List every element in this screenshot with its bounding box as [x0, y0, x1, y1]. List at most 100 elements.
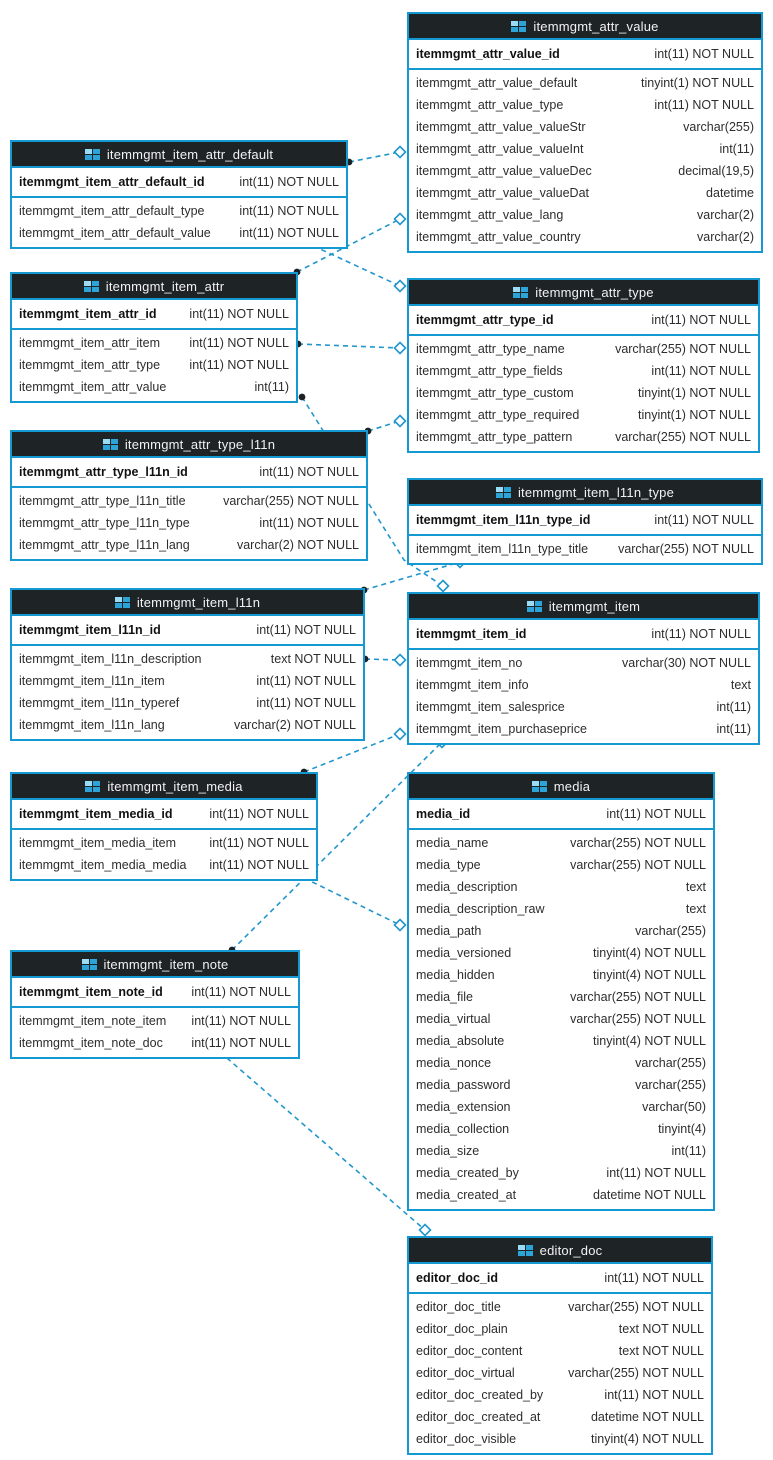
table-header[interactable]: itemmgmt_item_media [12, 774, 316, 800]
relationship-line[interactable] [367, 420, 401, 432]
relationship-line[interactable] [348, 151, 401, 163]
table-row[interactable]: media_extension varchar(50) [409, 1096, 713, 1118]
table-editor_doc[interactable]: editor_doc editor_doc_id int(11) NOT NULL e… [407, 1236, 713, 1455]
table-row[interactable]: itemmgmt_attr_value_lang varchar(2) [409, 204, 761, 226]
table-row[interactable]: itemmgmt_item_attr_value int(11) [12, 376, 296, 398]
table-pk-row[interactable]: itemmgmt_item_attr_default_id int(11) NOT… [12, 170, 346, 194]
table-row[interactable]: itemmgmt_item_note_item int(11) NOT NULL [12, 1010, 298, 1032]
table-row[interactable]: media_type varchar(255) NOT NULL [409, 854, 713, 876]
relationship-itemmgmt_attr_type_l11n-to-itemmgmt_attr_type[interactable] [364, 414, 407, 435]
relationship-itemmgmt_item_attr_default-to-itemmgmt_attr_value[interactable] [345, 145, 407, 166]
table-row[interactable]: editor_doc_plain text NOT NULL [409, 1318, 711, 1340]
table-row[interactable]: editor_doc_virtual varchar(255) NOT NULL [409, 1362, 711, 1384]
table-row[interactable]: editor_doc_created_by int(11) NOT NULL [409, 1384, 711, 1406]
table-row[interactable]: itemmgmt_item_l11n_item int(11) NOT NULL [12, 670, 363, 692]
table-row[interactable]: itemmgmt_attr_value_type int(11) NOT NULL [409, 94, 761, 116]
table-row[interactable]: media_collection tinyint(4) [409, 1118, 713, 1140]
table-row[interactable]: media_created_by int(11) NOT NULL [409, 1162, 713, 1184]
table-row[interactable]: media_size int(11) [409, 1140, 713, 1162]
table-row[interactable]: itemmgmt_item_media_media int(11) NOT NUL… [12, 854, 316, 876]
table-row[interactable]: itemmgmt_attr_type_l11n_lang varchar(2) N… [12, 534, 366, 556]
table-row[interactable]: itemmgmt_item_note_doc int(11) NOT NULL [12, 1032, 298, 1054]
table-itemmgmt_attr_value[interactable]: itemmgmt_attr_value itemmgmt_attr_value_i… [407, 12, 763, 253]
table-itemmgmt_attr_type[interactable]: itemmgmt_attr_type itemmgmt_attr_type_id i… [407, 278, 760, 453]
table-row[interactable]: itemmgmt_attr_type_fields int(11) NOT NUL… [409, 360, 758, 382]
table-pk-row[interactable]: itemmgmt_item_note_id int(11) NOT NULL [12, 980, 298, 1004]
table-row[interactable]: itemmgmt_attr_value_valueStr varchar(255) [409, 116, 761, 138]
table-header[interactable]: itemmgmt_attr_type_l11n [12, 432, 366, 458]
table-row[interactable]: itemmgmt_item_l11n_typeref int(11) NOT NU… [12, 692, 363, 714]
table-row[interactable]: itemmgmt_item_l11n_type_title varchar(255… [409, 538, 761, 560]
table-row[interactable]: itemmgmt_attr_type_l11n_title varchar(255… [12, 490, 366, 512]
table-row[interactable]: itemmgmt_attr_type_name varchar(255) NOT … [409, 338, 758, 360]
table-row[interactable]: itemmgmt_attr_type_l11n_type int(11) NOT … [12, 512, 366, 534]
table-pk-row[interactable]: editor_doc_id int(11) NOT NULL [409, 1266, 711, 1290]
table-row[interactable]: editor_doc_title varchar(255) NOT NULL [409, 1296, 711, 1318]
table-header[interactable]: itemmgmt_item_attr [12, 274, 296, 300]
table-pk-row[interactable]: itemmgmt_attr_type_id int(11) NOT NULL [409, 308, 758, 332]
table-row[interactable]: itemmgmt_item_purchaseprice int(11) [409, 718, 758, 740]
table-row[interactable]: media_versioned tinyint(4) NOT NULL [409, 942, 713, 964]
table-row[interactable]: media_hidden tinyint(4) NOT NULL [409, 964, 713, 986]
table-pk-row[interactable]: itemmgmt_item_id int(11) NOT NULL [409, 622, 758, 646]
table-itemmgmt_item_note[interactable]: itemmgmt_item_note itemmgmt_item_note_id i… [10, 950, 300, 1059]
table-itemmgmt_item_media[interactable]: itemmgmt_item_media itemmgmt_item_media_i… [10, 772, 318, 881]
table-row[interactable]: itemmgmt_attr_value_valueDec decimal(19,5… [409, 160, 761, 182]
table-itemmgmt_item_attr[interactable]: itemmgmt_item_attr itemmgmt_item_attr_id i… [10, 272, 298, 403]
table-pk-row[interactable]: itemmgmt_attr_value_id int(11) NOT NULL [409, 42, 761, 66]
table-row[interactable]: media_password varchar(255) [409, 1074, 713, 1096]
table-row[interactable]: editor_doc_content text NOT NULL [409, 1340, 711, 1362]
table-row[interactable]: media_virtual varchar(255) NOT NULL [409, 1008, 713, 1030]
relationship-itemmgmt_item_media-to-media[interactable] [292, 870, 407, 932]
table-row[interactable]: itemmgmt_attr_value_default tinyint(1) NO… [409, 72, 761, 94]
relationship-itemmgmt_item_attr-to-itemmgmt_attr_value[interactable] [293, 212, 407, 276]
table-media[interactable]: media media_id int(11) NOT NULL media_name v… [407, 772, 715, 1211]
table-row[interactable]: itemmgmt_attr_value_country varchar(2) [409, 226, 761, 248]
table-itemmgmt_attr_type_l11n[interactable]: itemmgmt_attr_type_l11n itemmgmt_attr_typ… [10, 430, 368, 561]
table-row[interactable]: media_description_raw text [409, 898, 713, 920]
table-row[interactable]: itemmgmt_item_salesprice int(11) [409, 696, 758, 718]
table-row[interactable]: editor_doc_created_at datetime NOT NULL [409, 1406, 711, 1428]
relationship-line[interactable] [363, 561, 461, 591]
table-row[interactable]: itemmgmt_item_attr_item int(11) NOT NULL [12, 332, 296, 354]
table-pk-row[interactable]: media_id int(11) NOT NULL [409, 802, 713, 826]
table-row[interactable]: itemmgmt_attr_value_valueDat datetime [409, 182, 761, 204]
table-row[interactable]: itemmgmt_item_attr_default_value int(11) … [12, 222, 346, 244]
table-row[interactable]: itemmgmt_item_info text [409, 674, 758, 696]
relationship-line[interactable] [295, 873, 401, 926]
table-header[interactable]: itemmgmt_item [409, 594, 758, 620]
table-row[interactable]: itemmgmt_item_attr_type int(11) NOT NULL [12, 354, 296, 376]
table-row[interactable]: media_name varchar(255) NOT NULL [409, 832, 713, 854]
table-row[interactable]: itemmgmt_item_l11n_description text NOT N… [12, 648, 363, 670]
relationship-line[interactable] [219, 1051, 426, 1231]
table-row[interactable]: media_file varchar(255) NOT NULL [409, 986, 713, 1008]
table-row[interactable]: itemmgmt_attr_value_valueInt int(11) [409, 138, 761, 160]
table-header[interactable]: editor_doc [409, 1238, 711, 1264]
table-header[interactable]: itemmgmt_item_l11n_type [409, 480, 761, 506]
table-row[interactable]: editor_doc_visible tinyint(4) NOT NULL [409, 1428, 711, 1450]
table-pk-row[interactable]: itemmgmt_attr_type_l11n_id int(11) NOT NU… [12, 460, 366, 484]
table-header[interactable]: itemmgmt_attr_value [409, 14, 761, 40]
table-pk-row[interactable]: itemmgmt_item_media_id int(11) NOT NULL [12, 802, 316, 826]
table-header[interactable]: media [409, 774, 713, 800]
table-header[interactable]: itemmgmt_attr_type [409, 280, 758, 306]
table-itemmgmt_item[interactable]: itemmgmt_item itemmgmt_item_id int(11) NOT… [407, 592, 760, 745]
relationship-itemmgmt_item_attr-to-itemmgmt_attr_type[interactable] [294, 340, 407, 355]
relationship-line[interactable] [297, 343, 401, 349]
table-row[interactable]: itemmgmt_attr_type_custom tinyint(1) NOT … [409, 382, 758, 404]
table-row[interactable]: media_description text [409, 876, 713, 898]
table-header[interactable]: itemmgmt_item_attr_default [12, 142, 346, 168]
table-row[interactable]: itemmgmt_attr_type_required tinyint(1) NO… [409, 404, 758, 426]
table-row[interactable]: itemmgmt_attr_type_pattern varchar(255) N… [409, 426, 758, 448]
table-row[interactable]: itemmgmt_item_no varchar(30) NOT NULL [409, 652, 758, 674]
relationship-itemmgmt_item_note-to-editor_doc[interactable] [216, 1048, 432, 1237]
table-row[interactable]: media_created_at datetime NOT NULL [409, 1184, 713, 1206]
table-pk-row[interactable]: itemmgmt_item_l11n_type_id int(11) NOT NU… [409, 508, 761, 532]
table-row[interactable]: media_nonce varchar(255) [409, 1052, 713, 1074]
relationship-line[interactable] [296, 218, 401, 273]
table-row[interactable]: itemmgmt_item_attr_default_type int(11) N… [12, 200, 346, 222]
table-row[interactable]: media_absolute tinyint(4) NOT NULL [409, 1030, 713, 1052]
relationship-itemmgmt_item_l11n-to-itemmgmt_item[interactable] [361, 653, 407, 667]
table-row[interactable]: media_path varchar(255) [409, 920, 713, 942]
table-itemmgmt_item_l11n[interactable]: itemmgmt_item_l11n itemmgmt_item_l11n_id i… [10, 588, 365, 741]
